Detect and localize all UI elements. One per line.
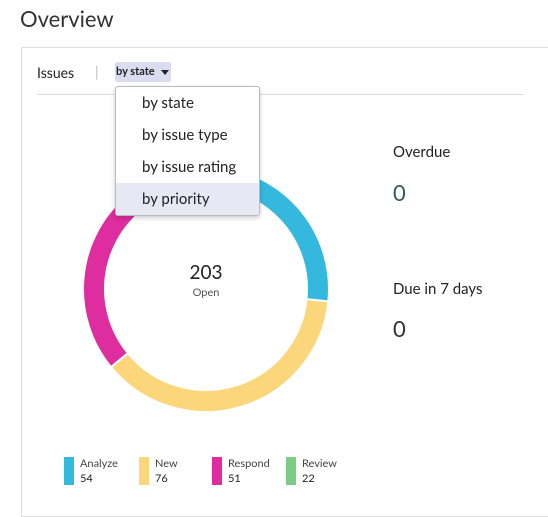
option[interactable]: by state [142, 94, 194, 112]
center-label: Open [193, 286, 220, 299]
legend-label: New [155, 457, 178, 470]
chart: 22 Review 51 Respond 76 New 54 Analyze 203 Open [64, 164, 337, 485]
legend-value: 76 [155, 472, 168, 485]
filter-button[interactable]: by state [115, 62, 171, 82]
legend-value: 22 [302, 472, 315, 485]
stat-value: 0 [393, 315, 406, 342]
tab[interactable]: Issues [37, 64, 75, 81]
caret [161, 70, 169, 75]
legend-swatch [139, 457, 149, 485]
stat-label: Overdue [393, 143, 451, 161]
donut-segment [109, 298, 330, 413]
legend-swatch [212, 457, 222, 485]
option[interactable]: by priority [116, 183, 259, 215]
page: Overview Issues | by state by state by i… [20, 5, 548, 517]
separator: | [95, 63, 99, 80]
filter-selected: by state [116, 65, 155, 78]
page-title: Overview [20, 5, 114, 32]
dropdown: by state by issue type by issue rating b… [115, 86, 260, 216]
donut-segment [82, 192, 144, 369]
option[interactable]: by issue rating [142, 158, 237, 176]
stat-value: 0 [393, 179, 406, 206]
legend-value: 54 [80, 472, 93, 485]
legend-label: Review [302, 457, 337, 470]
legend-label: Analyze [80, 457, 118, 470]
legend-label: Respond [228, 457, 270, 470]
legend-swatch [286, 457, 296, 485]
divider [37, 94, 524, 95]
legend-swatch [64, 457, 74, 485]
center-total: 203 [189, 261, 222, 284]
legend-value: 51 [228, 472, 241, 485]
option[interactable]: by issue type [142, 126, 228, 144]
stat-label: Due in 7 days [393, 280, 483, 298]
